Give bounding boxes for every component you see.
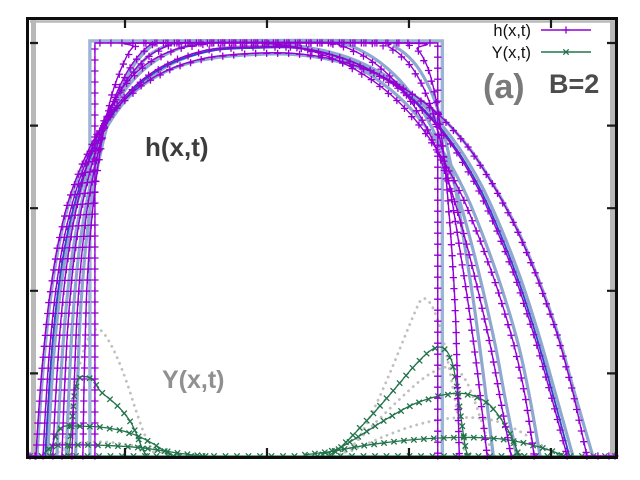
legend-label-0: h(x,t): [493, 22, 531, 40]
legend-marker-plus-icon: [562, 26, 570, 34]
panel-label: (a): [483, 68, 525, 106]
series-h-royal-accent: [44, 46, 571, 457]
plot-frame: [26, 17, 618, 459]
y-curve-label: Y(x,t): [162, 366, 225, 394]
axis-ticks: [30, 20, 615, 456]
legend-marker-cross-icon: [562, 48, 570, 56]
legend-label-1: Y(x,t): [492, 44, 531, 62]
series-Y-dotted-t2-left-hump: [52, 440, 175, 458]
series-Y-dotted-t1-right-hump: [347, 297, 467, 458]
markers-Y-green-t3-right: [301, 434, 567, 460]
parameter-label: B=2: [549, 69, 599, 99]
h-curve-label: h(x,t): [145, 132, 209, 162]
